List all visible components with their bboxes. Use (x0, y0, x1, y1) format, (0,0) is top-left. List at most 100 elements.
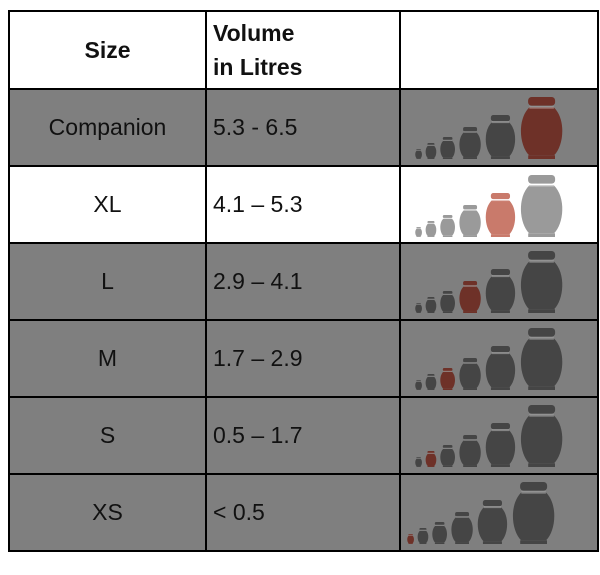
urn-lid (528, 175, 556, 184)
urn-icon (520, 175, 563, 237)
urn-lid (442, 368, 453, 372)
urn-icon (520, 328, 563, 390)
urn-icon (520, 97, 563, 159)
urn-body (520, 185, 563, 234)
volume-cell: < 0.5 (205, 473, 401, 552)
urn-body (425, 299, 437, 313)
urn-base (528, 463, 555, 467)
urn-icon (415, 457, 422, 467)
urn-band (455, 516, 469, 518)
urn-base (416, 389, 421, 390)
urn-lid (427, 143, 435, 146)
urn-body (477, 507, 508, 542)
size-table: Size Volume in Litres Companion 5.3 - 6.5 X… (8, 10, 599, 552)
urn-base (463, 235, 477, 237)
urn-lid (416, 380, 421, 382)
urn-lid (528, 97, 556, 106)
urn-lid (520, 482, 548, 491)
urn-lid (427, 374, 435, 377)
urn-lid (490, 346, 511, 353)
table-row: L 2.9 – 4.1 (8, 242, 599, 321)
urn-body (459, 132, 481, 158)
urn-band (529, 414, 554, 417)
urn-body (415, 458, 422, 467)
urn-lid (442, 445, 453, 449)
urn-icon (512, 482, 555, 544)
urn-base (442, 235, 453, 237)
urn-icon (415, 227, 422, 237)
image-cell (399, 165, 599, 244)
urn-body (485, 430, 516, 465)
urn-band (491, 429, 510, 432)
urn-icon (520, 251, 563, 313)
urn-base (482, 541, 502, 544)
urn-lid (482, 500, 503, 507)
urn-body (485, 276, 516, 311)
urn-body (485, 353, 516, 388)
urn-base (442, 465, 453, 467)
urn-lid (490, 193, 511, 200)
urn-base (434, 542, 445, 544)
urn-body (459, 286, 481, 312)
size-cell: M (8, 319, 207, 398)
urn-icon (451, 512, 473, 544)
urn-illustration (415, 97, 563, 159)
urn-body (459, 210, 481, 236)
urn-base (442, 311, 453, 313)
urn-band (416, 227, 421, 229)
urn-lid (442, 291, 453, 295)
volume-cell: 4.1 – 5.3 (205, 165, 401, 244)
urn-base (490, 464, 510, 467)
urn-band (435, 524, 444, 526)
urn-lid (427, 451, 435, 454)
urn-lid (463, 205, 478, 210)
urn-base (463, 388, 477, 390)
urn-icon (425, 143, 437, 159)
urn-band (427, 375, 435, 377)
urn-band (491, 121, 510, 124)
urn-band (529, 106, 554, 109)
urn-base (455, 542, 469, 544)
urn-body (415, 304, 422, 313)
urn-base (490, 310, 510, 313)
urn-lid (463, 358, 478, 363)
urn-icon (425, 374, 437, 390)
header-size: Size (8, 10, 207, 90)
urn-band (463, 131, 477, 133)
urn-lid (528, 328, 556, 337)
urn-lid (455, 512, 470, 517)
urn-illustration (407, 482, 555, 544)
urn-icon (459, 435, 481, 467)
urn-lid (528, 251, 556, 260)
urn-body (520, 107, 563, 156)
urn-lid (416, 457, 421, 459)
urn-body (440, 371, 455, 389)
urn-lid (463, 281, 478, 286)
urn-base (528, 386, 555, 390)
urn-lid (463, 127, 478, 132)
urn-icon (520, 405, 563, 467)
urn-body (415, 228, 422, 237)
urn-lid (442, 215, 453, 219)
volume-cell: 2.9 – 4.1 (205, 242, 401, 321)
urn-icon (415, 149, 422, 159)
urn-icon (459, 205, 481, 237)
urn-lid (416, 303, 421, 305)
urn-body (415, 150, 422, 159)
urn-body (485, 122, 516, 157)
urn-band (416, 149, 421, 151)
size-cell: S (8, 396, 207, 475)
table-row: XL 4.1 – 5.3 (8, 165, 599, 244)
urn-body (425, 453, 437, 467)
urn-icon (425, 297, 437, 313)
urn-icon (485, 193, 516, 237)
urn-body (440, 448, 455, 466)
urn-base (520, 540, 547, 544)
urn-body (425, 145, 437, 159)
urn-band (463, 285, 477, 287)
urn-band (443, 293, 452, 295)
urn-base (427, 389, 435, 390)
urn-body (520, 415, 563, 464)
header-volume-line: Volume (213, 20, 295, 46)
urn-band (443, 447, 452, 449)
